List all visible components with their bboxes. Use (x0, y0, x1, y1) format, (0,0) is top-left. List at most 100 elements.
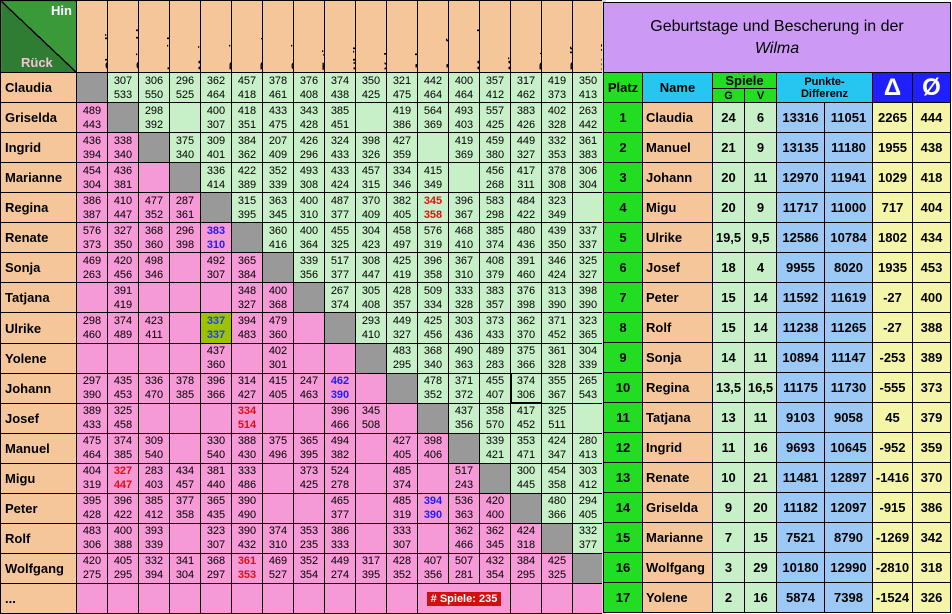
standings-games-won: 15 (712, 312, 745, 343)
standings-games-won: 15 (712, 282, 745, 313)
row-header-renate: Renate (0, 222, 77, 254)
score-hin: 336 (206, 164, 226, 177)
matrix-cell: 323 349 (541, 192, 573, 224)
score-hin: 388 (237, 435, 257, 448)
matrix-cell (448, 162, 480, 194)
score-rueck: 447 (361, 268, 381, 281)
matrix-cell: 327 350 (107, 222, 139, 254)
matrix-cell: 404 319 (76, 462, 108, 494)
matrix-cell (293, 342, 325, 374)
score-rueck: 377 (330, 268, 350, 281)
header-name: Name (642, 72, 713, 103)
score-hin: 455 (485, 375, 505, 388)
matrix-cell: 524 278 (324, 462, 356, 494)
score-rueck: 425 (361, 88, 381, 101)
matrix-cell: 455 325 (324, 222, 356, 254)
score-rueck: 424 (330, 178, 350, 191)
score-hin: 425 (547, 555, 567, 568)
matrix-cell: 434 457 (169, 462, 201, 494)
header-spiele: Spiele (712, 72, 777, 89)
matrix-diagonal-cell (448, 432, 480, 464)
standings-average: 342 (912, 522, 951, 553)
standings-name: Peter (642, 282, 713, 313)
score-hin: 384 (516, 555, 536, 568)
matrix-cell: 398 326 (355, 132, 387, 164)
matrix-cell: 390 490 (231, 492, 263, 524)
standings-average: 453 (912, 252, 951, 283)
row-header-yolene: Yolene (0, 342, 77, 374)
column-header-peter: Peter (510, 0, 542, 74)
score-hin: 449 (392, 315, 412, 327)
matrix-cell (355, 102, 387, 134)
score-rueck: 466 (454, 539, 474, 552)
standings-point-diff: -27 (872, 312, 913, 343)
matrix-cell: 494 382 (324, 432, 356, 464)
score-rueck: 372 (454, 389, 474, 402)
matrix-cell: 383 310 (200, 222, 232, 254)
score-rueck: 412 (485, 88, 505, 101)
score-rueck: 395 (237, 208, 257, 221)
column-header-regina: Regina (200, 0, 232, 74)
matrix-cell (231, 342, 263, 374)
score-rueck: 358 (547, 479, 567, 492)
matrix-cell: 484 422 (510, 192, 542, 224)
score-rueck: 416 (268, 238, 288, 251)
matrix-cell: 357 412 (479, 72, 511, 104)
score-rueck: 295 (516, 569, 536, 582)
standings-games-lost: 16 (744, 432, 777, 463)
standings-average: 400 (912, 282, 951, 313)
score-hin: 362 (454, 525, 474, 538)
matrix-cell: 300 445 (510, 462, 542, 494)
row-header-griselda: Griselda (0, 102, 77, 134)
score-hin: 391 (113, 284, 133, 297)
score-hin: 296 (175, 74, 195, 87)
score-hin: 332 (578, 525, 598, 538)
score-hin: 425 (423, 315, 443, 327)
score-hin: 427 (392, 435, 412, 448)
score-rueck: 379 (485, 268, 505, 281)
standings-games-lost: 21 (744, 462, 777, 493)
score-rueck: 433 (82, 419, 102, 432)
score-hin: 394 (237, 315, 257, 327)
column-header-label: Yolene (382, 31, 387, 70)
score-hin: 390 (237, 525, 257, 538)
score-hin: 358 (485, 405, 505, 418)
row-header-rolf: Rolf (0, 522, 77, 554)
score-rueck: 387 (82, 208, 102, 221)
score-hin: 480 (516, 224, 536, 237)
matrix-cell: 536 363 (448, 492, 480, 524)
matrix-cell: 374 438 (324, 72, 356, 104)
matrix-cell: 345 358 (417, 192, 449, 224)
score-rueck: 365 (578, 329, 598, 341)
standings-average: 388 (912, 312, 951, 343)
matrix-cell: 371 452 (541, 312, 573, 344)
score-rueck: 304 (82, 178, 102, 191)
matrix-cell (355, 372, 387, 404)
score-hin: 207 (268, 134, 288, 147)
standings-points-against: 12097 (824, 492, 873, 523)
score-rueck: 374 (392, 479, 412, 492)
matrix-cell: 437 356 (448, 402, 480, 434)
score-hin: 362 (206, 74, 226, 87)
score-rueck: 368 (268, 298, 288, 311)
standings-point-diff: 717 (872, 192, 913, 223)
score-hin: 365 (237, 254, 257, 267)
column-header-claudia: Claudia (76, 0, 108, 74)
standings-row: 7 Peter 15 14 11592 11619 -27 400 (603, 282, 951, 313)
score-rueck: 310 (206, 238, 226, 251)
row-header-josef: Josef (0, 402, 77, 434)
matrix-cell: 487 377 (324, 192, 356, 224)
matrix-cell: 433 475 (262, 102, 294, 134)
score-hin: 419 (547, 74, 567, 87)
matrix-cell: 475 464 (76, 432, 108, 464)
standings-point-diff: -952 (872, 432, 913, 463)
matrix-cell: 417 452 (510, 402, 542, 434)
standings-games-won: 21 (712, 132, 745, 163)
score-rueck: 400 (485, 509, 505, 522)
column-header-renate: Renate (231, 0, 263, 74)
score-hin: 376 (516, 284, 536, 297)
matrix-cell: 449 327 (510, 132, 542, 164)
score-rueck: 406 (423, 449, 443, 462)
matrix-cell: 498 346 (138, 252, 170, 284)
score-hin: 350 (578, 74, 598, 87)
